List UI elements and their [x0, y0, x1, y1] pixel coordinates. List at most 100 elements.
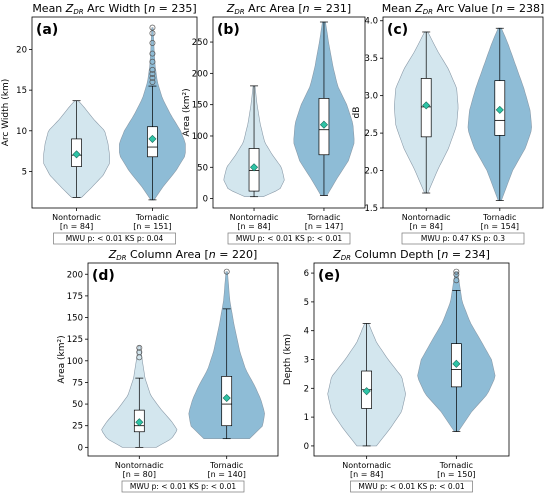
y-tick-label: 20 [16, 46, 27, 56]
y-tick-label: 3 [304, 356, 309, 366]
violin-nontornadic [43, 100, 110, 198]
x-category-label: Tornadic [209, 461, 243, 470]
violin-tornadic [293, 21, 355, 196]
y-tick-label: 100 [192, 132, 208, 142]
mean-marker [222, 393, 231, 403]
panel-label: (e) [318, 268, 340, 284]
outlier-point [136, 344, 143, 351]
plot-frame [31, 16, 198, 209]
outlier-point [149, 50, 156, 57]
x-category-count: [n = 140] [208, 470, 246, 479]
y-tick-label: 6 [304, 269, 309, 279]
y-tick-label: 25 [72, 422, 83, 432]
plot-frame [87, 262, 279, 457]
outlier-point [149, 70, 156, 77]
y-tick-label: 150 [67, 314, 83, 324]
y-tick-label: 200 [192, 69, 208, 79]
x-category-count: [n = 84] [410, 222, 443, 231]
x-category-count: [n = 151] [133, 222, 171, 231]
y-tick-label: 100 [67, 357, 83, 367]
chart-title: ZDR Column Depth [n = 234] [332, 248, 490, 262]
y-tick-label: 125 [67, 335, 83, 345]
mean-marker [72, 150, 81, 159]
y-axis-label: Arc Width (km) [1, 79, 11, 146]
y-tick-label: 5 [22, 167, 27, 177]
y-tick-label: 0 [304, 442, 309, 452]
outlier-point [223, 268, 230, 275]
y-tick-label: 2 [304, 384, 309, 394]
mean-marker [148, 134, 157, 143]
stats-box [350, 480, 473, 493]
violin-nontornadic [327, 323, 406, 447]
outlier-point [149, 40, 156, 46]
x-category-label: Nontornadic [230, 213, 279, 222]
y-axis-label: dB [352, 107, 362, 119]
mean-marker [362, 387, 371, 396]
x-category-count: [n = 84] [237, 222, 270, 231]
x-category-count: [n = 84] [60, 222, 93, 231]
x-category-count: [n = 154] [481, 222, 519, 231]
violin-tornadic [417, 268, 496, 432]
mean-marker [135, 418, 144, 427]
panel-b: ZDR Arc Area [n = 231] (b) 0 50 100 150 200 250… [182, 2, 366, 245]
y-tick-label: 10 [16, 127, 27, 137]
x-category-label: Tornadic [306, 213, 340, 222]
outlier-point [149, 66, 156, 73]
outlier-point [149, 24, 156, 31]
y-tick-label: 3.0 [364, 92, 378, 102]
chart-title: Mean ZDR Arc Width [n = 235] [32, 2, 196, 16]
outlier-point [149, 58, 156, 65]
outlier-point [453, 277, 460, 284]
x-category-label: Nontornadic [342, 461, 391, 470]
outlier-point [136, 349, 143, 356]
stats-box [53, 232, 176, 245]
y-tick-label: 150 [192, 101, 208, 111]
stats-text: MWU p: < 0.01 KS p: < 0.01 [358, 482, 465, 491]
mean-marker [319, 120, 328, 129]
panel-c: Mean ZDR Arc Value [n = 238] (c) 1.5 2.0 2.5… [352, 2, 544, 245]
x-category-label: Tornadic [482, 213, 516, 222]
violin-nontornadic [223, 85, 285, 198]
x-category-label: Nontornadic [402, 213, 451, 222]
stats-box [401, 232, 525, 245]
x-category-label: Nontornadic [52, 213, 101, 222]
panel-label: (c) [387, 22, 408, 38]
mean-marker [452, 359, 461, 368]
mean-marker [250, 163, 259, 172]
chart-title: ZDR Column Area [n = 220] [108, 248, 258, 262]
outlier-point [453, 268, 460, 275]
panel-label: (b) [217, 22, 240, 38]
x-category-count: [n = 150] [437, 470, 475, 479]
mean-marker [495, 105, 504, 114]
x-category-label: Tornadic [135, 213, 169, 222]
y-tick-label: 2.0 [364, 167, 378, 177]
y-tick-label: 75 [72, 378, 83, 388]
outlier-point [149, 30, 156, 37]
chart-title: ZDR Arc Area [n = 231] [226, 2, 351, 16]
y-tick-label: 50 [197, 163, 208, 173]
y-axis-label: Depth (km) [283, 334, 293, 385]
outlier-point [149, 75, 156, 81]
panel-d: ZDR Column Area [n = 220] (d) 0 25 50 75 100 12… [57, 248, 279, 493]
plot-frame [212, 16, 366, 209]
violin-nontornadic [101, 344, 178, 448]
panel-label: (a) [36, 22, 58, 38]
x-category-count: [n = 147] [305, 222, 343, 231]
y-axis-label: Area (km²) [182, 88, 192, 136]
violin-tornadic [188, 268, 265, 440]
stats-box [121, 480, 245, 493]
y-tick-label: 0 [203, 195, 208, 205]
mean-marker [422, 101, 431, 110]
panel-a: Mean ZDR Arc Width [n = 235] (a) 5 10 15 20 Ar… [1, 2, 198, 245]
outlier-point [453, 271, 460, 278]
plot-frame [382, 16, 544, 209]
stats-box [227, 232, 351, 245]
x-category-label: Nontornadic [115, 461, 164, 470]
violin-nontornadic [393, 31, 459, 194]
violin-tornadic [119, 24, 186, 201]
y-tick-label: 4.0 [364, 17, 378, 27]
panel-label: (d) [92, 268, 115, 284]
y-tick-label: 50 [72, 400, 83, 410]
x-category-count: [n = 80] [123, 470, 156, 479]
